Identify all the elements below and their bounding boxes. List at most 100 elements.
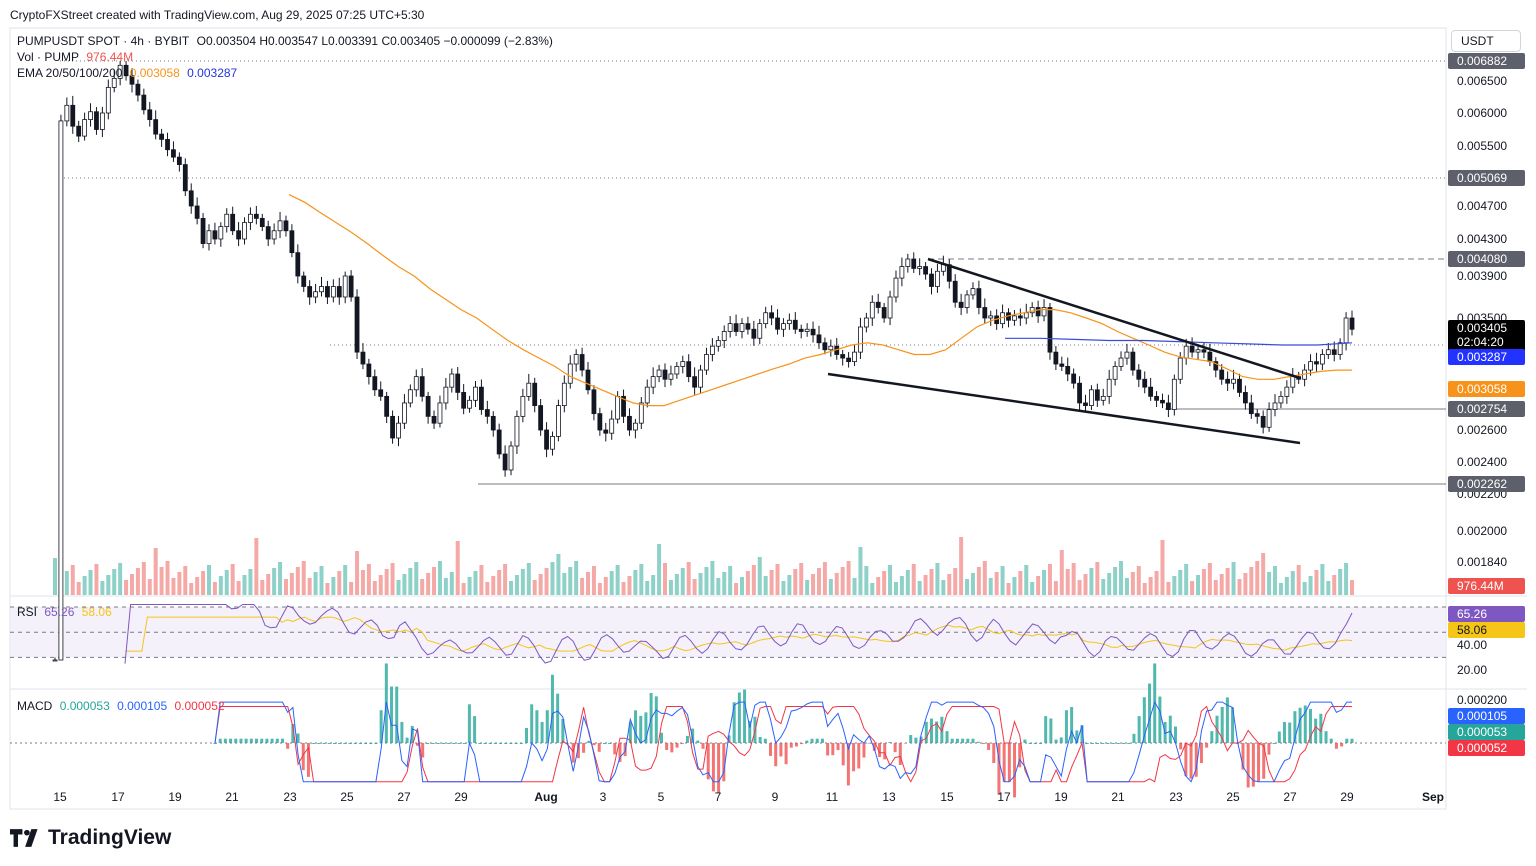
candle-body [1284,386,1290,397]
volume-bar [1196,575,1201,595]
volume-bar [562,573,567,595]
macd-histogram-bar [317,743,321,744]
macd-histogram-bar [857,743,861,769]
volume-bar [224,570,229,595]
macd-histogram-bar [218,738,222,743]
candle-body [763,312,769,325]
volume-bar [1296,565,1301,595]
candle-body [656,369,662,378]
macd-histogram-bar [1288,722,1292,743]
candle-body [597,413,603,431]
candle-body [1213,361,1219,371]
macd-histogram-bar [1257,743,1261,782]
time-tick-label: 27 [1283,790,1297,804]
candle-body [561,382,567,406]
macd-histogram-bar [488,743,492,744]
last-price-badge: 0.003405 [1457,321,1507,335]
tradingview-brand[interactable]: TradingView [10,826,171,850]
candle-body [425,395,431,417]
candle-body [1260,415,1266,428]
volume-bar [1036,576,1041,595]
volume-bar [1320,564,1325,595]
candle-body [437,402,443,424]
macd-histogram-bar [473,716,477,743]
volume-bar [811,574,816,595]
candle-body [709,345,715,355]
candle-body [1130,351,1136,371]
candle-body [271,230,277,240]
candle-body [1142,378,1148,388]
volume-bar [899,576,904,595]
candle-body [929,273,934,287]
macd-histogram-bar [883,743,887,760]
macd-histogram-bar [353,743,357,744]
candle-body [325,286,330,298]
volume-bar [461,583,466,595]
candle-body [402,402,407,424]
macd-histogram-bar [1132,733,1136,743]
macd-label[interactable]: MACD [17,699,53,713]
macd-histogram-bar [898,743,902,765]
volume-bar [124,580,129,595]
macd-histogram-bar [675,743,679,748]
macd-histogram-bar [613,743,617,755]
macd-histogram-bar [1350,738,1354,743]
volume-label[interactable]: Vol · PUMP [17,50,80,64]
volume-bar [402,574,407,595]
macd-histogram-bar [826,743,830,756]
macd-histogram-bar [1013,743,1017,798]
macd-histogram-bar [992,743,996,763]
macd-histogram-bar [763,738,767,743]
candle-body [443,386,449,404]
macd-histogram-bar [981,743,985,745]
candle-body [52,659,58,662]
macd-histogram-bar [229,738,233,743]
macd-histogram-bar [878,743,882,757]
rsi-label[interactable]: RSI [17,605,38,619]
candle-body [757,323,763,339]
candle-body [573,354,579,365]
volume-bar [491,576,496,595]
symbol-info[interactable]: PUMPUSDT SPOT · 4h · BYBIT [17,34,190,48]
macd-histogram-bar [1142,697,1146,743]
candle-body [1083,402,1088,406]
ema-label[interactable]: EMA 20/50/100/200 [17,66,123,80]
volume-bars [53,537,1354,595]
macd-histogram-bar [1044,716,1048,743]
macd-histogram-bar [592,743,596,746]
macd-histogram-bar [961,738,965,743]
macd-histogram-bar [670,743,674,753]
level-badge: 0.002262 [1457,477,1507,491]
macd-histogram-bar [1251,743,1255,787]
price-badges: 0.0068820.0050690.0040800.0032600.002754… [1448,53,1525,756]
volume-bar [893,582,898,595]
candle-body [550,435,555,450]
candle-body [887,296,893,319]
candle-body [1278,395,1284,404]
macd-histogram-bar [483,743,487,744]
volume-bar [1154,571,1159,595]
macd-histogram-bar [888,742,892,743]
macd-histogram-bar [846,743,850,786]
candle-body [490,415,496,431]
volume-bar [366,564,371,595]
candle-body [1112,365,1118,380]
candle-body [680,361,686,367]
macd-histogram-bar [1199,743,1203,764]
macd-histogram-bar [794,743,798,747]
macd-histogram-bar [732,702,736,743]
macd-histogram-bar [1314,718,1318,743]
candle-body [1242,392,1248,404]
macd-histogram-bar [1116,743,1120,744]
currency-selector[interactable]: USDT [1451,30,1521,52]
macd-histogram-bar [296,733,300,743]
macd-histogram-bar [976,741,980,743]
macd-histogram-bar [706,743,710,780]
macd-histogram-bar [774,743,778,767]
candle-body [301,275,307,287]
candle-body [615,395,621,420]
volume-bar [349,582,354,595]
volume-bar [260,580,265,595]
macd-histogram-bar [1272,743,1276,744]
